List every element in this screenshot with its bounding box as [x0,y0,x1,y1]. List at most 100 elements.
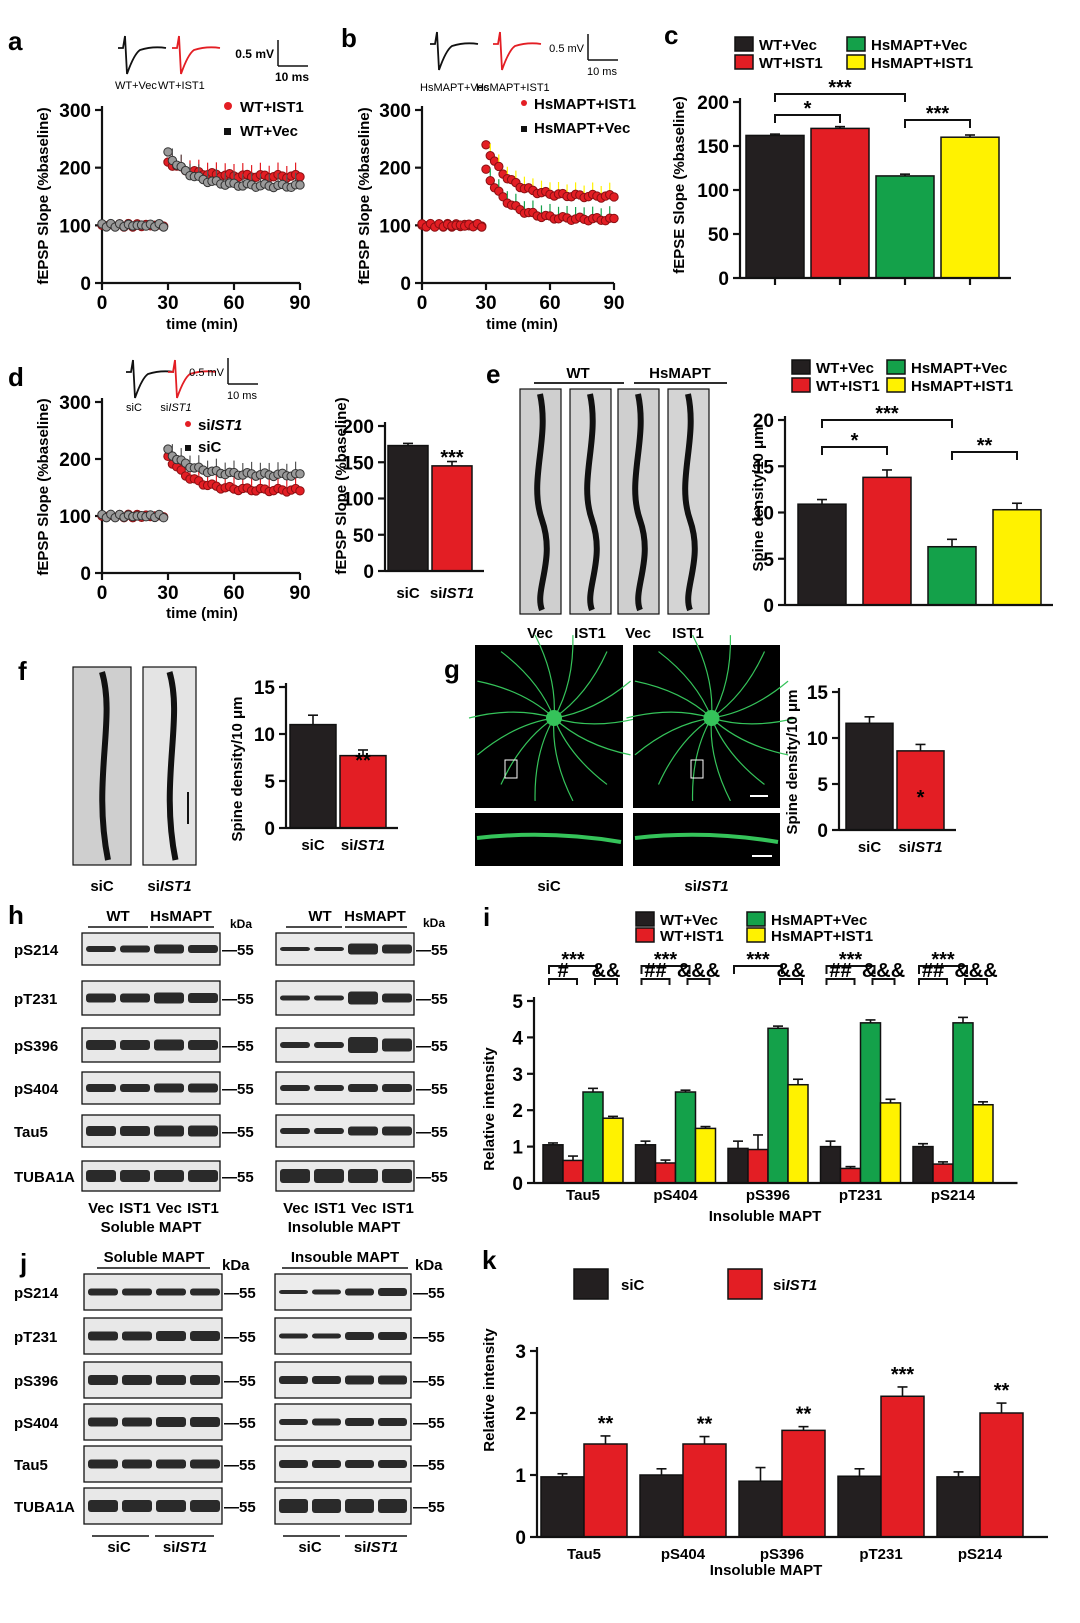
h-right-title: Insoluble MAPT [288,1219,401,1236]
h-left-band [120,993,150,1003]
panel-g-neurite [692,634,713,719]
panel-g-ylabel: Spine density/10 μm [784,689,801,834]
j-left-band [190,1459,220,1469]
i-cat-label: pT231 [839,1187,882,1204]
h-left-band [120,1170,150,1182]
d-point [295,469,305,479]
c-y-tick-label: 100 [697,181,729,202]
panel-g-neurite [657,717,712,785]
i-bracket-star [733,965,783,974]
d-y-tick-label: 200 [59,450,91,471]
h-left-band [188,945,218,953]
panel-d-xlabel: time (min) [166,605,238,622]
h-left-band [120,1084,150,1092]
j-right-marker: —55 [413,1457,445,1474]
j-left-marker: —55 [224,1499,256,1516]
h-left-band [86,1126,116,1136]
panel-a-trace-ist1-label: WT+IST1 [158,80,205,92]
j-right-band [345,1332,374,1340]
panel-h-row-label: pS404 [14,1081,59,1098]
j-right-marker: —55 [413,1329,445,1346]
i-sig-hash: # [557,960,568,982]
panel-k-legend-siist1: siIST1 [773,1277,817,1294]
panel-i-legend-hs-vec-label: HsMAPT+Vec [771,912,867,929]
j-right-lane-siist1: siIST1 [354,1539,398,1556]
j-right-band [312,1376,341,1384]
j-row-label: pS214 [14,1285,59,1302]
h-right-band [314,1169,344,1183]
k-cat-label: pS214 [958,1546,1003,1563]
k-sig: ** [598,1413,614,1435]
panel-c-letter: c [664,20,678,50]
i-bar [694,1127,717,1184]
i-bar [839,1167,862,1184]
j-left-band [122,1459,152,1469]
panel-g-img-label: siIST1 [684,878,728,895]
panel-h-left-group-hs: HsMAPT [150,908,212,925]
a-x-tick-label: 90 [289,293,310,314]
a-x-tick-label: 60 [223,293,244,314]
j-row-label: pT231 [14,1329,57,1346]
h-right-lane-label: Vec [351,1200,377,1217]
j-right-band [378,1375,407,1385]
h-right-band [348,943,378,955]
i-bracket-hash [640,978,671,985]
i-bar [674,1091,697,1184]
panel-e-legend-wt-vec-label: WT+Vec [816,360,874,377]
panel-e-group-wt: WT [566,365,589,382]
i-bracket-star [548,965,598,974]
j-right-band [279,1333,308,1339]
i-sig-star: *** [654,949,678,971]
h-left-marker: —55 [222,1038,254,1055]
j-left-marker: —55 [224,1285,256,1302]
panel-i-letter: i [483,902,490,932]
h-right-band [314,947,344,951]
k-bar [639,1474,684,1538]
panel-f-img-label: siIST1 [147,878,191,895]
panel-b-legend-marker-ist1 [521,100,527,106]
panel-e-dendrite [632,393,648,612]
panel-b-trace-ist1 [493,31,542,71]
i-bar [859,1022,882,1184]
panel-b-legend-marker-vec [521,126,527,132]
panel-g-zoom-dendrite [634,832,779,844]
panel-h-row-label: pS396 [14,1038,58,1055]
panel-a-legend-ist1: WT+IST1 [240,99,304,116]
panel-g-neurite [711,717,789,756]
panel-g-neurite [634,717,712,756]
d2-y-tick-label: 50 [353,526,374,547]
h-right-band [314,995,344,1001]
panel-c-legend-hs-vec-label: HsMAPT+Vec [871,37,967,54]
panel-f-ylabel: Spine density/10 μm [229,696,246,841]
c-sig-2: * [804,98,812,120]
h-left-band [120,1040,150,1050]
h-right-marker: —55 [416,1081,448,1098]
panel-g-neurite [468,711,555,719]
a-y-tick-label: 100 [59,216,91,237]
j-left-band [156,1288,186,1296]
panel-c-legend-hs-ist1-swatch [846,54,866,70]
b-point [609,213,619,224]
h-left-band [188,993,218,1003]
j-right-band [312,1418,341,1426]
h-left-band [154,944,184,954]
e-y-tick-label: 0 [763,596,774,617]
panel-i-legend-wt-vec-swatch [635,911,655,927]
j-right-marker: —55 [413,1285,445,1302]
panel-k-legend-sic: siC [621,1277,645,1294]
panel-a-legend-vec: WT+Vec [240,123,298,140]
h-left-band [154,1039,184,1051]
b-point [477,222,487,232]
c-bar [875,175,935,279]
j-right-title: Insouble MAPT [291,1249,399,1266]
k-bar [682,1443,727,1538]
panel-d-ylabel: fEPSP Slope (%baseline) [35,398,52,575]
e-sig-2: * [851,430,859,452]
c-y-tick-label: 50 [708,225,729,246]
d-y-tick-label: 300 [59,393,91,414]
f-y-tick-label: 10 [254,725,275,746]
i-bar [634,1144,657,1184]
j-right-band [279,1290,308,1294]
c-y-tick-label: 200 [697,93,729,114]
